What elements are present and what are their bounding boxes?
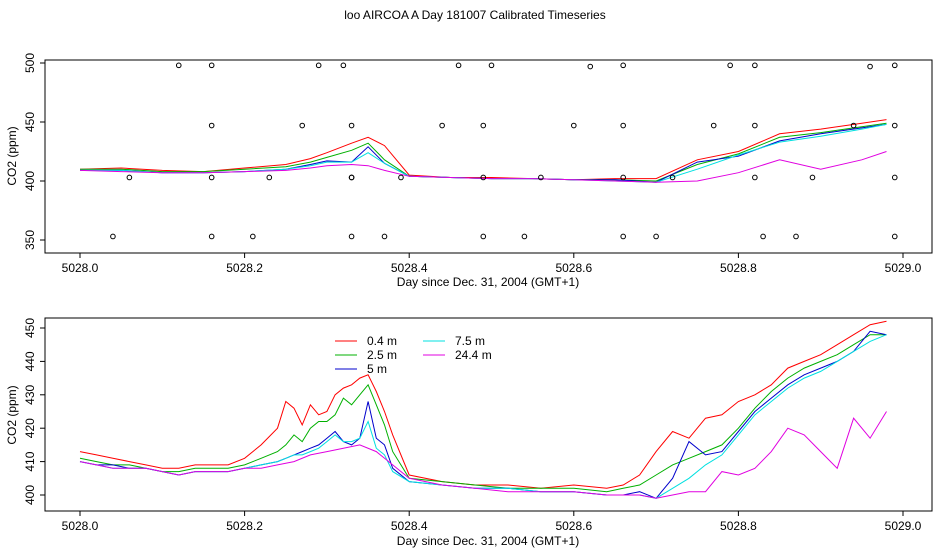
data-point: [110, 233, 116, 240]
bottom-panel: 5028.0 5028.2 5028.4 5028.6 5028.8 5029.0 400 4…: [5, 317, 933, 548]
data-point: [809, 174, 816, 181]
data-point: [891, 233, 898, 240]
x-tick-label: 5028.6: [555, 519, 592, 533]
data-point: [752, 174, 758, 181]
series-line-1: [79, 334, 887, 493]
data-point: [480, 233, 487, 240]
chart-title: loo AIRCOA A Day 181007 Calibrated Times…: [344, 8, 605, 22]
y-tick-label: 450: [23, 112, 37, 132]
x-tick-label: 5029.0: [885, 261, 922, 275]
y-tick-label: 400: [23, 171, 37, 191]
data-point: [620, 174, 626, 181]
data-point: [340, 62, 347, 69]
data-point: [850, 122, 857, 129]
data-point: [669, 174, 676, 181]
data-point: [571, 122, 577, 129]
y-tick-label: 430: [23, 384, 37, 404]
data-point: [480, 122, 487, 129]
data-point: [793, 233, 799, 240]
legend-label: 0.4 m: [367, 334, 397, 348]
data-point: [299, 122, 306, 129]
legend-label: 7.5 m: [455, 334, 485, 348]
data-point: [208, 122, 215, 129]
data-point: [381, 233, 388, 240]
top-panel: 5028.0 5028.2 5028.4 5028.6 5028.8 5029.0 350 4…: [5, 53, 933, 289]
x-tick-label: 5028.6: [555, 261, 592, 275]
legend-label: 2.5 m: [367, 348, 397, 362]
x-tick-label: 5028.4: [391, 519, 428, 533]
y-tick-label: 420: [23, 418, 37, 438]
bottom-plot-frame: [44, 317, 933, 512]
bottom-x-axis-label: Day since Dec. 31, 2004 (GMT+1): [397, 534, 579, 548]
data-point: [727, 62, 733, 69]
data-point: [175, 62, 182, 69]
data-point: [488, 62, 495, 69]
series-line-4: [79, 151, 887, 183]
series-line-2: [80, 123, 887, 183]
data-point: [752, 62, 758, 69]
data-point: [348, 122, 355, 129]
top-x-axis-label: Day since Dec. 31, 2004 (GMT+1): [397, 275, 579, 289]
series-line-0: [79, 320, 887, 489]
y-tick-label: 400: [23, 485, 37, 505]
x-tick-label: 5028.2: [226, 519, 263, 533]
data-point: [480, 174, 487, 181]
legend-label: 5 m: [367, 362, 387, 376]
top-y-axis-label: CO2 (ppm): [5, 126, 19, 185]
x-tick-label: 5028.0: [62, 519, 99, 533]
data-point: [208, 174, 215, 181]
bottom-y-axis-label: CO2 (ppm): [5, 385, 19, 444]
y-tick-label: 350: [23, 230, 37, 250]
data-point: [710, 122, 717, 129]
data-point: [538, 174, 544, 181]
data-point: [891, 62, 898, 69]
x-tick-label: 5028.4: [391, 261, 428, 275]
data-point: [208, 233, 215, 240]
y-tick-label: 500: [23, 53, 37, 73]
y-tick-label: 410: [23, 451, 37, 471]
data-point: [348, 233, 355, 240]
x-tick-label: 5029.0: [885, 519, 922, 533]
data-point: [867, 63, 873, 70]
data-point: [266, 174, 273, 181]
data-point: [587, 63, 594, 70]
data-point: [752, 122, 758, 129]
y-tick-label: 440: [23, 351, 37, 371]
data-point: [250, 233, 256, 240]
data-point: [891, 122, 898, 129]
x-tick-label: 5028.0: [62, 261, 99, 275]
data-point: [126, 174, 133, 181]
legend-label: 24.4 m: [455, 348, 492, 362]
x-tick-label: 5028.8: [720, 261, 757, 275]
data-point: [521, 233, 528, 240]
y-tick-label: 450: [23, 318, 37, 338]
data-point: [620, 122, 626, 129]
data-point: [398, 174, 404, 181]
x-tick-label: 5028.8: [720, 519, 757, 533]
data-point: [620, 62, 626, 69]
series-line-0: [79, 119, 887, 181]
data-point: [891, 174, 898, 181]
legend: 0.4 m2.5 m5 m 7.5 m24.4 m: [335, 334, 492, 376]
data-point: [208, 62, 215, 69]
series-line-3: [80, 123, 887, 183]
data-point: [760, 233, 766, 240]
series-line-4: [79, 411, 887, 499]
data-point: [315, 62, 322, 69]
top-plot-frame: [44, 59, 933, 254]
data-point: [348, 174, 355, 181]
data-point: [620, 233, 626, 240]
x-tick-label: 5028.2: [226, 261, 263, 275]
data-point: [455, 62, 462, 69]
data-point: [439, 122, 445, 129]
data-point: [653, 233, 659, 240]
